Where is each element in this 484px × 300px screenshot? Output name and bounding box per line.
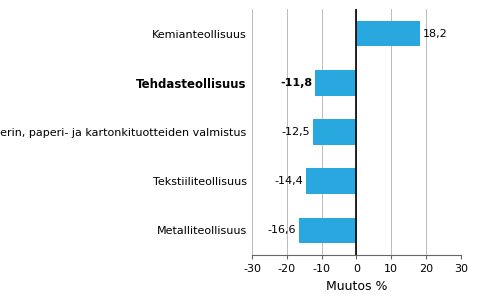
Text: -14,4: -14,4 <box>274 176 303 186</box>
Bar <box>306 168 356 194</box>
Text: 18,2: 18,2 <box>422 28 446 39</box>
Bar <box>356 21 419 46</box>
Text: -16,6: -16,6 <box>267 225 295 236</box>
Bar <box>315 70 356 96</box>
Bar <box>298 218 356 243</box>
X-axis label: Muutos %: Muutos % <box>325 280 386 292</box>
Text: -12,5: -12,5 <box>281 127 310 137</box>
Bar <box>312 119 356 145</box>
Text: -11,8: -11,8 <box>280 78 312 88</box>
